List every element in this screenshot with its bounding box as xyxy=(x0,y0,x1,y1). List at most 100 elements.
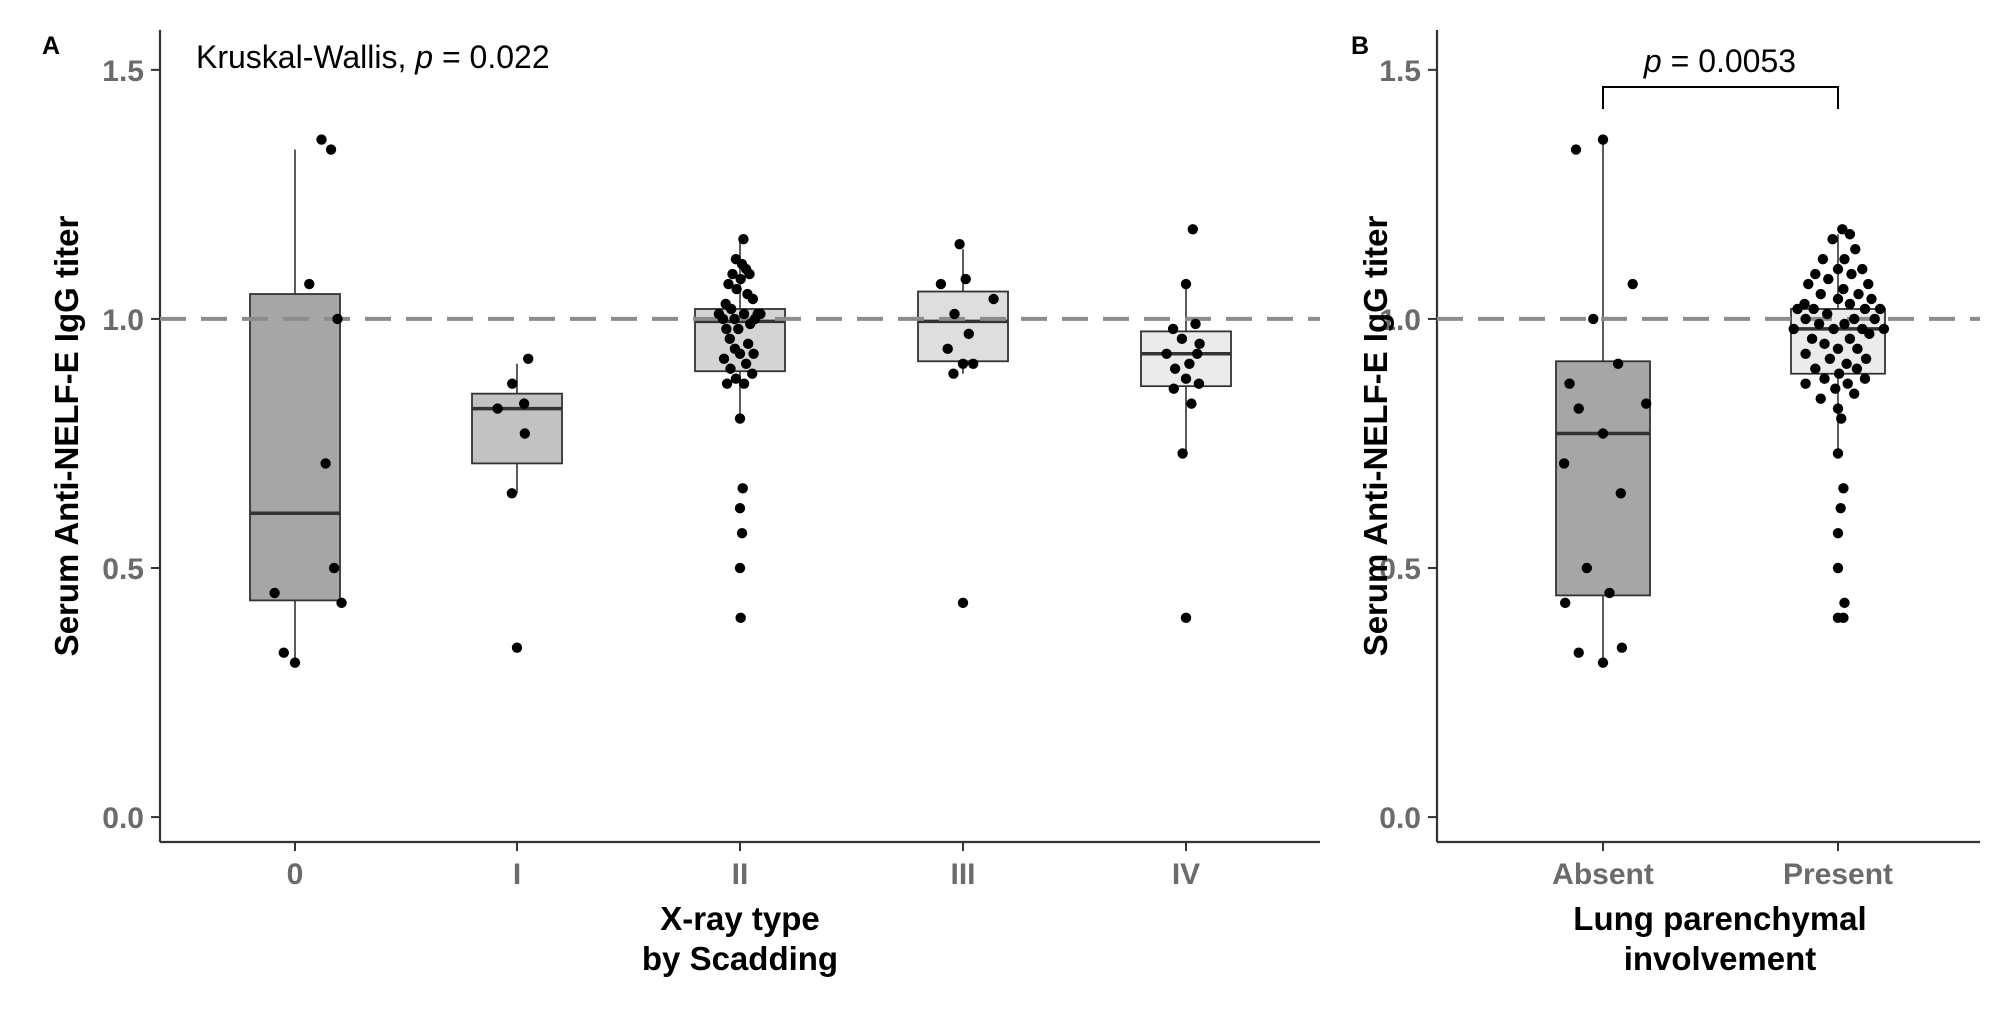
panel-b-group-absent-point xyxy=(1597,134,1609,145)
panel-a-group-ii-point xyxy=(738,234,749,245)
panel-b-group-present-point xyxy=(1841,358,1852,369)
panel-a-group-iv-point xyxy=(1180,612,1192,624)
panel-a-annotation: Kruskal-Wallis, p = 0.022 xyxy=(196,39,550,75)
panel-a-y-tick-label: 0.5 xyxy=(102,553,144,586)
panel-a-group-ii-point xyxy=(747,293,759,305)
panel-b-group-absent-x-tick-label: Absent xyxy=(1552,858,1654,891)
panel-b-annotation-p-symbol: p xyxy=(1643,43,1662,79)
panel-a-group-iii-point xyxy=(963,328,974,340)
panel-b-group-present-point xyxy=(1813,318,1825,330)
panel-a-group-iv-point xyxy=(1184,358,1195,369)
panel-a-group-ii-point xyxy=(736,527,748,539)
panel-b-group-absent-point xyxy=(1570,144,1582,155)
panel-a-group-ii-point xyxy=(734,348,746,360)
panel-a-group-iv-point xyxy=(1187,224,1199,235)
panel-b-group-present-point xyxy=(1838,283,1849,295)
panel-a-annotation-test: Kruskal-Wallis, xyxy=(196,39,415,75)
panel-b-y-tick-label: 1.5 xyxy=(1379,55,1421,88)
panel-a-group-ii-point xyxy=(727,268,738,280)
panel-b-y-tick-label: 0.0 xyxy=(1379,802,1421,835)
panel-b-group-present-point xyxy=(1832,263,1844,275)
panel-b-y-axis-title: Serum Anti-NELF-E IgG titer xyxy=(1357,216,1394,657)
panel-b-group-present-point xyxy=(1800,313,1811,325)
panel-a-group-0-point xyxy=(316,134,327,145)
panel-a-group-ii-point xyxy=(735,612,746,624)
panel-b-group-present-point xyxy=(1846,268,1857,280)
panel-a-group-iii-point xyxy=(957,597,969,609)
panel-b-group-absent-point xyxy=(1564,378,1575,389)
panel-b-group-present-point xyxy=(1839,253,1850,265)
panel-b-group-present-point xyxy=(1859,373,1871,384)
panel-b-group-present-point xyxy=(1838,612,1849,624)
panel-b-group-present-point xyxy=(1844,333,1856,345)
panel-a-group-iv-point xyxy=(1186,398,1197,409)
panel-b-group-absent-point xyxy=(1588,313,1599,325)
panel-a-group-iv-point xyxy=(1193,378,1205,389)
panel-a-group-ii-point xyxy=(740,358,752,369)
panel-b-x-axis-title-line: Lung parenchymal xyxy=(1573,900,1866,937)
panel-b-group-present-point xyxy=(1866,293,1877,305)
panel-b-group-absent-point xyxy=(1641,398,1652,409)
panel-b-group-absent-point xyxy=(1573,647,1584,658)
panel-a-group-ii-point xyxy=(742,338,754,350)
panel-label-a: A xyxy=(42,32,60,60)
panel-b-group-present-point xyxy=(1819,373,1830,384)
panel-a-group-iii-point xyxy=(949,308,960,320)
panel-a-group-0-point xyxy=(289,657,301,668)
panel-b-group-present-point xyxy=(1810,268,1821,280)
panel-a-group-ii-point xyxy=(731,283,742,295)
panel-b-group-present-point xyxy=(1852,343,1863,355)
panel-b-group-absent-point xyxy=(1558,458,1570,469)
panel-b-group-present-point xyxy=(1833,368,1845,379)
panel-a-group-ii-point xyxy=(734,503,746,514)
panel-b-group-present-point xyxy=(1874,303,1886,315)
panel-a-group-iv-point xyxy=(1194,338,1205,350)
panel-a-group-iii-point xyxy=(960,273,971,285)
panel-b-group-present-point xyxy=(1832,293,1844,305)
panel-b-significance-bracket xyxy=(1602,86,1839,109)
panel-b-group-present-point xyxy=(1839,597,1850,609)
panel-a-group-i-point xyxy=(507,378,518,389)
panel-a-group-iii-point xyxy=(942,343,953,355)
panel-b-group-present-point xyxy=(1832,343,1844,355)
panel-a-group-ii-point xyxy=(718,353,730,364)
panel-a-group-ii-point xyxy=(738,378,750,389)
panel-a-group-ii-point xyxy=(735,273,746,285)
panel-b-group-present-point xyxy=(1878,323,1890,335)
panel-b-group-present-point xyxy=(1839,318,1850,330)
panel-b-group-present-point xyxy=(1815,393,1826,404)
panel-a-group-iii-point xyxy=(988,293,999,305)
panel-a-group-iii-point xyxy=(935,278,947,290)
panel-b-group-present-point xyxy=(1808,303,1819,315)
panel-b-group-absent-point xyxy=(1604,587,1615,599)
panel-a-group-ii-point xyxy=(725,303,737,315)
panel-a-group-0-point xyxy=(325,144,337,155)
panel-a-group-iii-point xyxy=(954,239,965,250)
panel-b-group-present-point xyxy=(1859,303,1871,315)
panel-b-group-present-point xyxy=(1844,298,1856,310)
panel-a-group-ii-point xyxy=(734,413,746,424)
panel-a-group-0-x-tick-label: 0 xyxy=(287,858,304,891)
panel-a-group-i-point xyxy=(511,642,523,653)
panel-b-y-tick-label: 1.0 xyxy=(1379,304,1421,337)
panel-b-group-present-point xyxy=(1869,313,1880,325)
panel-a-group-i-point xyxy=(519,428,531,439)
panel-a-group-0-point xyxy=(304,278,315,290)
panel-b-group-present-point xyxy=(1788,323,1799,335)
panel-a-group-iv-point xyxy=(1169,363,1181,374)
panel-b-group-absent-point xyxy=(1560,597,1571,609)
panel-b-group-present-point xyxy=(1822,308,1833,320)
panel-a-group-0-point xyxy=(269,587,280,599)
panel-a-group-iii-point xyxy=(948,368,959,379)
panel-a-y-tick-label: 1.0 xyxy=(102,304,144,337)
panel-a-group-iv-point xyxy=(1167,323,1179,335)
panel-b-group-present-point xyxy=(1853,288,1864,300)
panel-b-annotation-p-value: = 0.0053 xyxy=(1662,43,1796,79)
panel-b-group-absent-box xyxy=(1555,360,1651,597)
panel-b-group-present-point xyxy=(1837,224,1848,235)
panel-a-annotation-p-value: = 0.022 xyxy=(433,39,550,75)
panel-a-group-0-point xyxy=(328,562,340,574)
panel-a-group-iii-point xyxy=(957,358,969,369)
panel-b-group-present-point xyxy=(1851,363,1863,374)
panel-a-group-0-point xyxy=(278,647,289,658)
